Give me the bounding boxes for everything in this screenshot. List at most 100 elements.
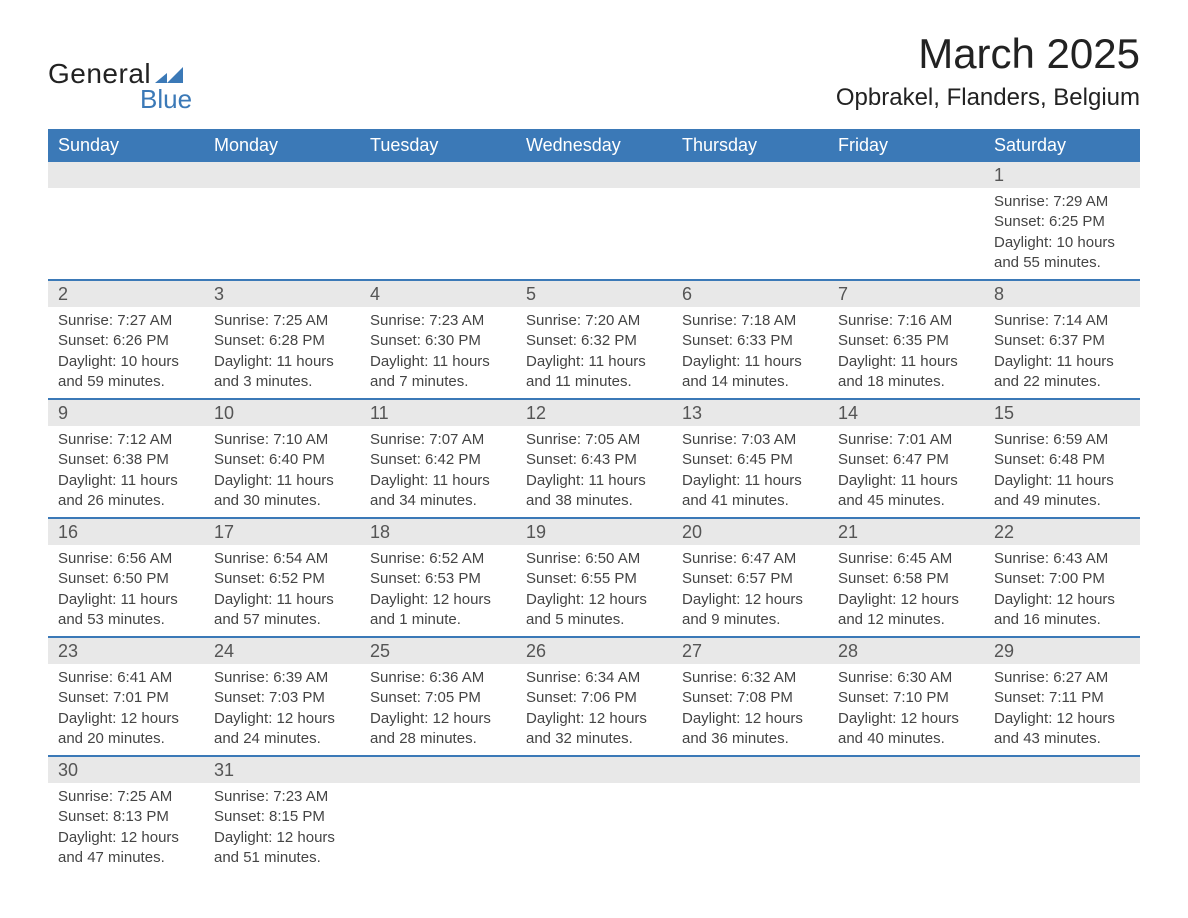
sunrise: Sunrise: 7:01 AM bbox=[838, 430, 974, 450]
day-30: 30 bbox=[48, 756, 204, 783]
daylight: Daylight: 11 hours and 30 minutes. bbox=[214, 471, 350, 512]
day-6: 6 bbox=[672, 280, 828, 307]
sunrise: Sunrise: 6:36 AM bbox=[370, 668, 506, 688]
sunset: Sunset: 6:58 PM bbox=[838, 569, 974, 589]
week6-nums: 30 31 bbox=[48, 756, 1140, 783]
sunrise: Sunrise: 6:41 AM bbox=[58, 668, 194, 688]
cell-3: Sunrise: 7:25 AMSunset: 6:28 PMDaylight:… bbox=[204, 307, 360, 399]
dayhead-sat: Saturday bbox=[984, 129, 1140, 162]
sunrise: Sunrise: 7:27 AM bbox=[58, 311, 194, 331]
dayhead-mon: Monday bbox=[204, 129, 360, 162]
day-2: 2 bbox=[48, 280, 204, 307]
daylight: Daylight: 12 hours and 1 minute. bbox=[370, 590, 506, 631]
day-15: 15 bbox=[984, 399, 1140, 426]
daylight: Daylight: 12 hours and 16 minutes. bbox=[994, 590, 1130, 631]
sunset: Sunset: 7:05 PM bbox=[370, 688, 506, 708]
sunset: Sunset: 8:15 PM bbox=[214, 807, 350, 827]
sunrise: Sunrise: 6:59 AM bbox=[994, 430, 1130, 450]
cell-22: Sunrise: 6:43 AMSunset: 7:00 PMDaylight:… bbox=[984, 545, 1140, 637]
daylight: Daylight: 12 hours and 28 minutes. bbox=[370, 709, 506, 750]
week3-details: Sunrise: 7:12 AMSunset: 6:38 PMDaylight:… bbox=[48, 426, 1140, 518]
daylight: Daylight: 12 hours and 36 minutes. bbox=[682, 709, 818, 750]
cell-23: Sunrise: 6:41 AMSunset: 7:01 PMDaylight:… bbox=[48, 664, 204, 756]
sunset: Sunset: 7:08 PM bbox=[682, 688, 818, 708]
cell-6: Sunrise: 7:18 AMSunset: 6:33 PMDaylight:… bbox=[672, 307, 828, 399]
cell-29: Sunrise: 6:27 AMSunset: 7:11 PMDaylight:… bbox=[984, 664, 1140, 756]
day-22: 22 bbox=[984, 518, 1140, 545]
day-8: 8 bbox=[984, 280, 1140, 307]
daylight: Daylight: 12 hours and 47 minutes. bbox=[58, 828, 194, 869]
cell-24: Sunrise: 6:39 AMSunset: 7:03 PMDaylight:… bbox=[204, 664, 360, 756]
cell-15: Sunrise: 6:59 AMSunset: 6:48 PMDaylight:… bbox=[984, 426, 1140, 518]
day-4: 4 bbox=[360, 280, 516, 307]
calendar-table: Sunday Monday Tuesday Wednesday Thursday… bbox=[48, 129, 1140, 874]
sunset: Sunset: 6:28 PM bbox=[214, 331, 350, 351]
cell-21: Sunrise: 6:45 AMSunset: 6:58 PMDaylight:… bbox=[828, 545, 984, 637]
sunset: Sunset: 6:32 PM bbox=[526, 331, 662, 351]
daylight: Daylight: 11 hours and 49 minutes. bbox=[994, 471, 1130, 512]
header: General Blue March 2025 Opbrakel, Flande… bbox=[48, 30, 1140, 115]
daylight: Daylight: 11 hours and 11 minutes. bbox=[526, 352, 662, 393]
cell-4: Sunrise: 7:23 AMSunset: 6:30 PMDaylight:… bbox=[360, 307, 516, 399]
day-11: 11 bbox=[360, 399, 516, 426]
sunrise: Sunrise: 6:47 AM bbox=[682, 549, 818, 569]
day-25: 25 bbox=[360, 637, 516, 664]
logo: General Blue bbox=[48, 58, 192, 115]
day-19: 19 bbox=[516, 518, 672, 545]
sunset: Sunset: 6:50 PM bbox=[58, 569, 194, 589]
week2-details: Sunrise: 7:27 AMSunset: 6:26 PMDaylight:… bbox=[48, 307, 1140, 399]
week1-nums: 1 bbox=[48, 162, 1140, 188]
dayhead-wed: Wednesday bbox=[516, 129, 672, 162]
dayhead-thu: Thursday bbox=[672, 129, 828, 162]
cell-7: Sunrise: 7:16 AMSunset: 6:35 PMDaylight:… bbox=[828, 307, 984, 399]
sunrise: Sunrise: 6:54 AM bbox=[214, 549, 350, 569]
daylight: Daylight: 12 hours and 12 minutes. bbox=[838, 590, 974, 631]
cell-11: Sunrise: 7:07 AMSunset: 6:42 PMDaylight:… bbox=[360, 426, 516, 518]
day-18: 18 bbox=[360, 518, 516, 545]
daylight: Daylight: 11 hours and 45 minutes. bbox=[838, 471, 974, 512]
cell-18: Sunrise: 6:52 AMSunset: 6:53 PMDaylight:… bbox=[360, 545, 516, 637]
daylight: Daylight: 12 hours and 32 minutes. bbox=[526, 709, 662, 750]
sunset: Sunset: 6:35 PM bbox=[838, 331, 974, 351]
cell-28: Sunrise: 6:30 AMSunset: 7:10 PMDaylight:… bbox=[828, 664, 984, 756]
day-10: 10 bbox=[204, 399, 360, 426]
daylight: Daylight: 11 hours and 14 minutes. bbox=[682, 352, 818, 393]
sunset: Sunset: 8:13 PM bbox=[58, 807, 194, 827]
sunrise: Sunrise: 7:03 AM bbox=[682, 430, 818, 450]
day-7: 7 bbox=[828, 280, 984, 307]
daylight: Daylight: 12 hours and 51 minutes. bbox=[214, 828, 350, 869]
day-3: 3 bbox=[204, 280, 360, 307]
sunrise: Sunrise: 6:52 AM bbox=[370, 549, 506, 569]
sunrise: Sunrise: 6:50 AM bbox=[526, 549, 662, 569]
daylight: Daylight: 11 hours and 34 minutes. bbox=[370, 471, 506, 512]
day-21: 21 bbox=[828, 518, 984, 545]
sunrise: Sunrise: 6:56 AM bbox=[58, 549, 194, 569]
logo-text-blue: Blue bbox=[140, 84, 192, 115]
daylight: Daylight: 12 hours and 43 minutes. bbox=[994, 709, 1130, 750]
sunrise: Sunrise: 7:10 AM bbox=[214, 430, 350, 450]
sunrise: Sunrise: 7:07 AM bbox=[370, 430, 506, 450]
daylight: Daylight: 11 hours and 53 minutes. bbox=[58, 590, 194, 631]
week5-details: Sunrise: 6:41 AMSunset: 7:01 PM Daylight:… bbox=[48, 664, 1140, 756]
sunrise: Sunrise: 7:12 AM bbox=[58, 430, 194, 450]
week2-nums: 2 3 4 5 6 7 8 bbox=[48, 280, 1140, 307]
week4-details: Sunrise: 6:56 AMSunset: 6:50 PMDaylight:… bbox=[48, 545, 1140, 637]
sunrise: Sunrise: 7:20 AM bbox=[526, 311, 662, 331]
cell-16: Sunrise: 6:56 AMSunset: 6:50 PMDaylight:… bbox=[48, 545, 204, 637]
cell-5: Sunrise: 7:20 AMSunset: 6:32 PMDaylight:… bbox=[516, 307, 672, 399]
sunrise: Sunrise: 7:23 AM bbox=[214, 787, 350, 807]
sunrise: Sunrise: 7:23 AM bbox=[370, 311, 506, 331]
cell-1: Sunrise: 7:29 AM Sunset: 6:25 PM Dayligh… bbox=[984, 188, 1140, 280]
day-17: 17 bbox=[204, 518, 360, 545]
day-23: 23 bbox=[48, 637, 204, 664]
daylight: Daylight: 12 hours and 9 minutes. bbox=[682, 590, 818, 631]
sunrise: Sunrise: 6:43 AM bbox=[994, 549, 1130, 569]
daylight: Daylight: 11 hours and 7 minutes. bbox=[370, 352, 506, 393]
week5-nums: 23 24 25 26 27 28 29 bbox=[48, 637, 1140, 664]
daylight: Daylight: 12 hours and 24 minutes. bbox=[214, 709, 350, 750]
day-20: 20 bbox=[672, 518, 828, 545]
sunrise: Sunrise: 6:27 AM bbox=[994, 668, 1130, 688]
week3-nums: 9 10 11 12 13 14 15 bbox=[48, 399, 1140, 426]
sunset: Sunset: 7:10 PM bbox=[838, 688, 974, 708]
sunset: Sunset: 7:01 PM bbox=[58, 688, 194, 708]
